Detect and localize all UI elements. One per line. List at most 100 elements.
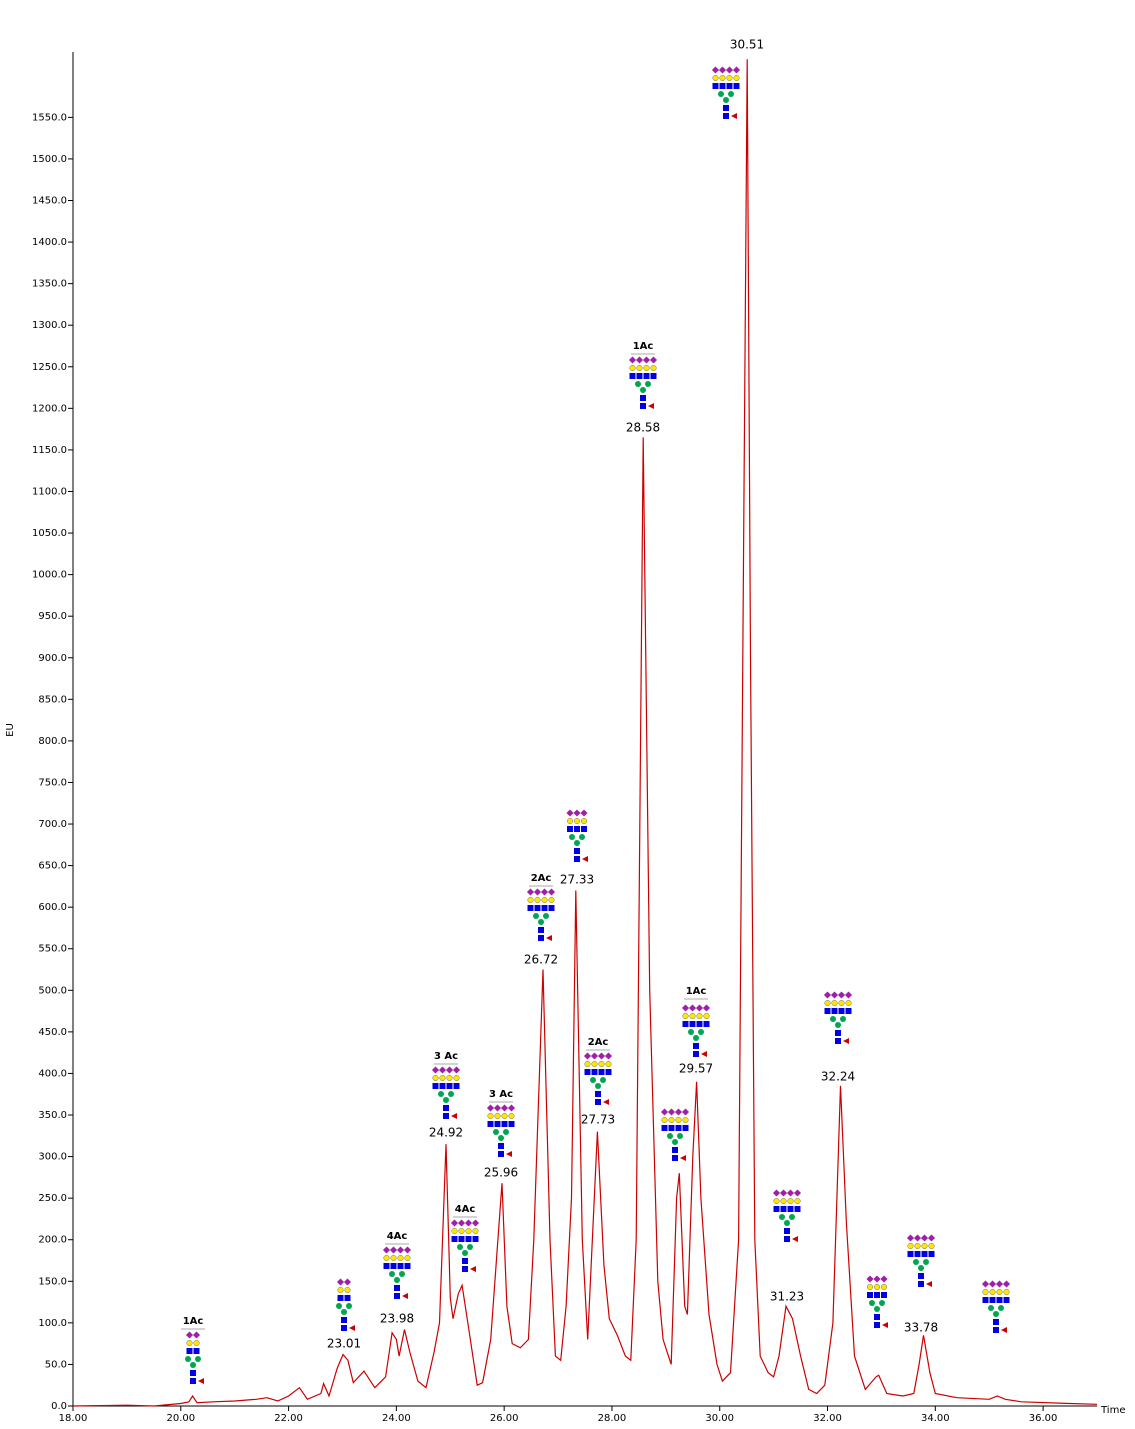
glycan-glcnac [605, 1069, 612, 1075]
glycan-glcnac [719, 83, 726, 89]
glycan-sialic [450, 1219, 459, 1227]
glycan-galactose [675, 1116, 682, 1124]
y-tick-label: 350.0 [38, 1110, 67, 1121]
glycan-glcnac [993, 1327, 999, 1333]
glycan-sialic [540, 888, 549, 896]
glycan-galactose [914, 1242, 921, 1250]
glycan-glcnac [928, 1251, 935, 1257]
glycan-glcnac [845, 1008, 852, 1014]
glycan-mannose [394, 1277, 400, 1283]
y-tick-label: 450.0 [38, 1027, 67, 1038]
glycan-sialic [604, 1052, 613, 1060]
x-tick-label: 30.00 [705, 1413, 734, 1424]
glycan-galactose [780, 1197, 787, 1205]
glycan-mannose [574, 840, 580, 846]
glycan-glcnac [186, 1348, 193, 1354]
glycan-galactose [928, 1242, 935, 1250]
glycan-fucose [648, 403, 654, 409]
glycan-glcnac [341, 1325, 347, 1331]
glycan-glcnac [462, 1258, 468, 1264]
glycan-glcnac [773, 1206, 780, 1212]
glycan-sialic [913, 1234, 922, 1242]
glycan-mannose [341, 1309, 347, 1315]
glycan-glcnac [733, 83, 740, 89]
glycan-sialic [403, 1246, 412, 1254]
glycan-fucose [506, 1151, 512, 1157]
peak-label: 32.24 [821, 1070, 855, 1084]
glycan-sialic [566, 809, 574, 817]
glycan-fucose [731, 113, 737, 119]
glycan-galactose [390, 1254, 397, 1262]
x-tick-label: 20.00 [166, 1413, 195, 1424]
glycan-galactose [566, 817, 574, 825]
glycan-fucose [402, 1293, 408, 1299]
glycan-glcnac [487, 1121, 494, 1127]
glycan-mannose [840, 1016, 846, 1022]
glycan-galactose [873, 1283, 881, 1291]
glycan-glcnac [672, 1155, 678, 1161]
y-tick-label: 150.0 [38, 1276, 67, 1287]
glycan-glcnac [675, 1125, 682, 1131]
y-tick-label: 300.0 [38, 1152, 67, 1163]
glycan-galactose [921, 1242, 928, 1250]
annotation-ac: 2Ac [531, 873, 552, 884]
glycan-galactose [650, 364, 657, 372]
glycan-galactose [824, 999, 831, 1007]
glycan-sialic [526, 888, 535, 896]
glycan-mannose [645, 381, 651, 387]
glycan-mannose [493, 1129, 499, 1135]
y-tick-label: 50.0 [45, 1359, 67, 1370]
annotation-ac: 3 Ac [489, 1089, 513, 1100]
glycan-glcnac [591, 1069, 598, 1075]
glycan-glcnac [636, 373, 643, 379]
y-tick-label: 550.0 [38, 944, 67, 955]
glycan-glcnac [527, 905, 534, 911]
y-axis-label: EU [5, 723, 16, 737]
glycan-glcnac [584, 1069, 591, 1075]
x-tick-label: 36.00 [1029, 1413, 1058, 1424]
glycan-galactose [996, 1288, 1003, 1296]
glycan-glcnac [993, 1319, 999, 1325]
glycan-galactose [465, 1227, 472, 1235]
glycan-galactose [397, 1254, 404, 1262]
annotation-ac: 1Ac [633, 341, 654, 352]
y-tick-label: 1050.0 [32, 528, 67, 539]
glycan-mannose [784, 1220, 790, 1226]
annotation-ac: 4Ac [387, 1231, 408, 1242]
annotation-ac: 1Ac [686, 986, 707, 997]
glycan-fucose [198, 1378, 204, 1384]
glycan-mannose [579, 834, 585, 840]
glycan-glcnac [874, 1322, 880, 1328]
glycan-glcnac [498, 1143, 504, 1149]
glycan-glcnac [703, 1021, 710, 1027]
y-tick-label: 500.0 [38, 985, 67, 996]
glycan-glcnac [538, 927, 544, 933]
glycan-fucose [701, 1051, 707, 1057]
glycan-mannose [399, 1271, 405, 1277]
glycan-galactose [907, 1242, 914, 1250]
x-tick-label: 34.00 [921, 1413, 950, 1424]
glycan-sialic [688, 1004, 697, 1012]
glycan-sialic [389, 1246, 398, 1254]
x-tick-label: 18.00 [59, 1413, 88, 1424]
glycan-mannose [923, 1259, 929, 1265]
glycan-glcnac [914, 1251, 921, 1257]
peak-label: 33.78 [904, 1321, 938, 1335]
glycan-galactose [866, 1283, 874, 1291]
glycan-sialic [718, 66, 727, 74]
glycan-sialic [185, 1331, 194, 1339]
glycan-galactose [453, 1074, 460, 1082]
glycan-sialic [732, 66, 741, 74]
glycan-sialic [642, 356, 651, 364]
y-tick-label: 1300.0 [32, 320, 67, 331]
glycan-mannose [595, 1083, 601, 1089]
glycan-galactose [605, 1060, 612, 1068]
glycan-galactose [643, 364, 650, 372]
glycan-glcnac [508, 1121, 515, 1127]
glycan-galactose [451, 1227, 458, 1235]
peak-label: 30.51 [730, 38, 764, 52]
peak-label: 27.73 [581, 1113, 615, 1127]
glycan-mannose [569, 834, 575, 840]
annotation-ac: 2Ac [588, 1037, 609, 1048]
